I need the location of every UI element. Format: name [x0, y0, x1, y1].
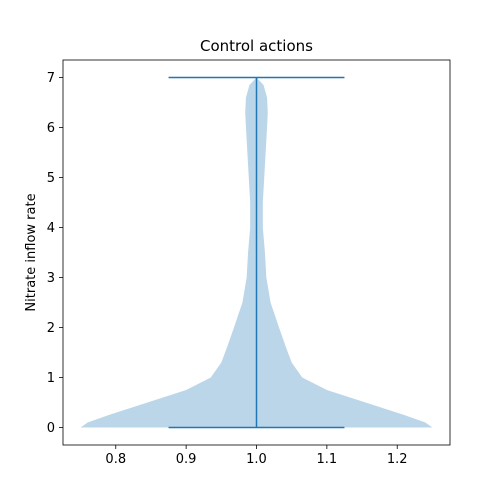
x-tick-label: 0.9 [176, 452, 197, 467]
y-tick-label: 5 [47, 171, 55, 186]
y-tick-label: 3 [47, 271, 55, 286]
y-tick-label: 1 [47, 371, 55, 386]
y-tick-label: 0 [47, 421, 55, 436]
x-tick-label: 1.2 [387, 452, 408, 467]
y-axis-label: Nitrate inflow rate [24, 193, 39, 311]
y-tick-label: 7 [47, 71, 55, 86]
x-tick-label: 0.8 [105, 452, 126, 467]
x-tick-label: 1.1 [317, 452, 338, 467]
x-tick-label: 1.0 [246, 452, 267, 467]
chart-title: Control actions [200, 37, 313, 55]
violin-layer [80, 76, 433, 429]
y-tick-label: 6 [47, 121, 55, 136]
axes-layer: 0.8 0.9 1.0 1.1 1.2 0 1 2 3 4 5 6 7 [47, 59, 451, 467]
y-tick-label: 4 [47, 221, 55, 236]
y-tick-label: 2 [47, 321, 55, 336]
